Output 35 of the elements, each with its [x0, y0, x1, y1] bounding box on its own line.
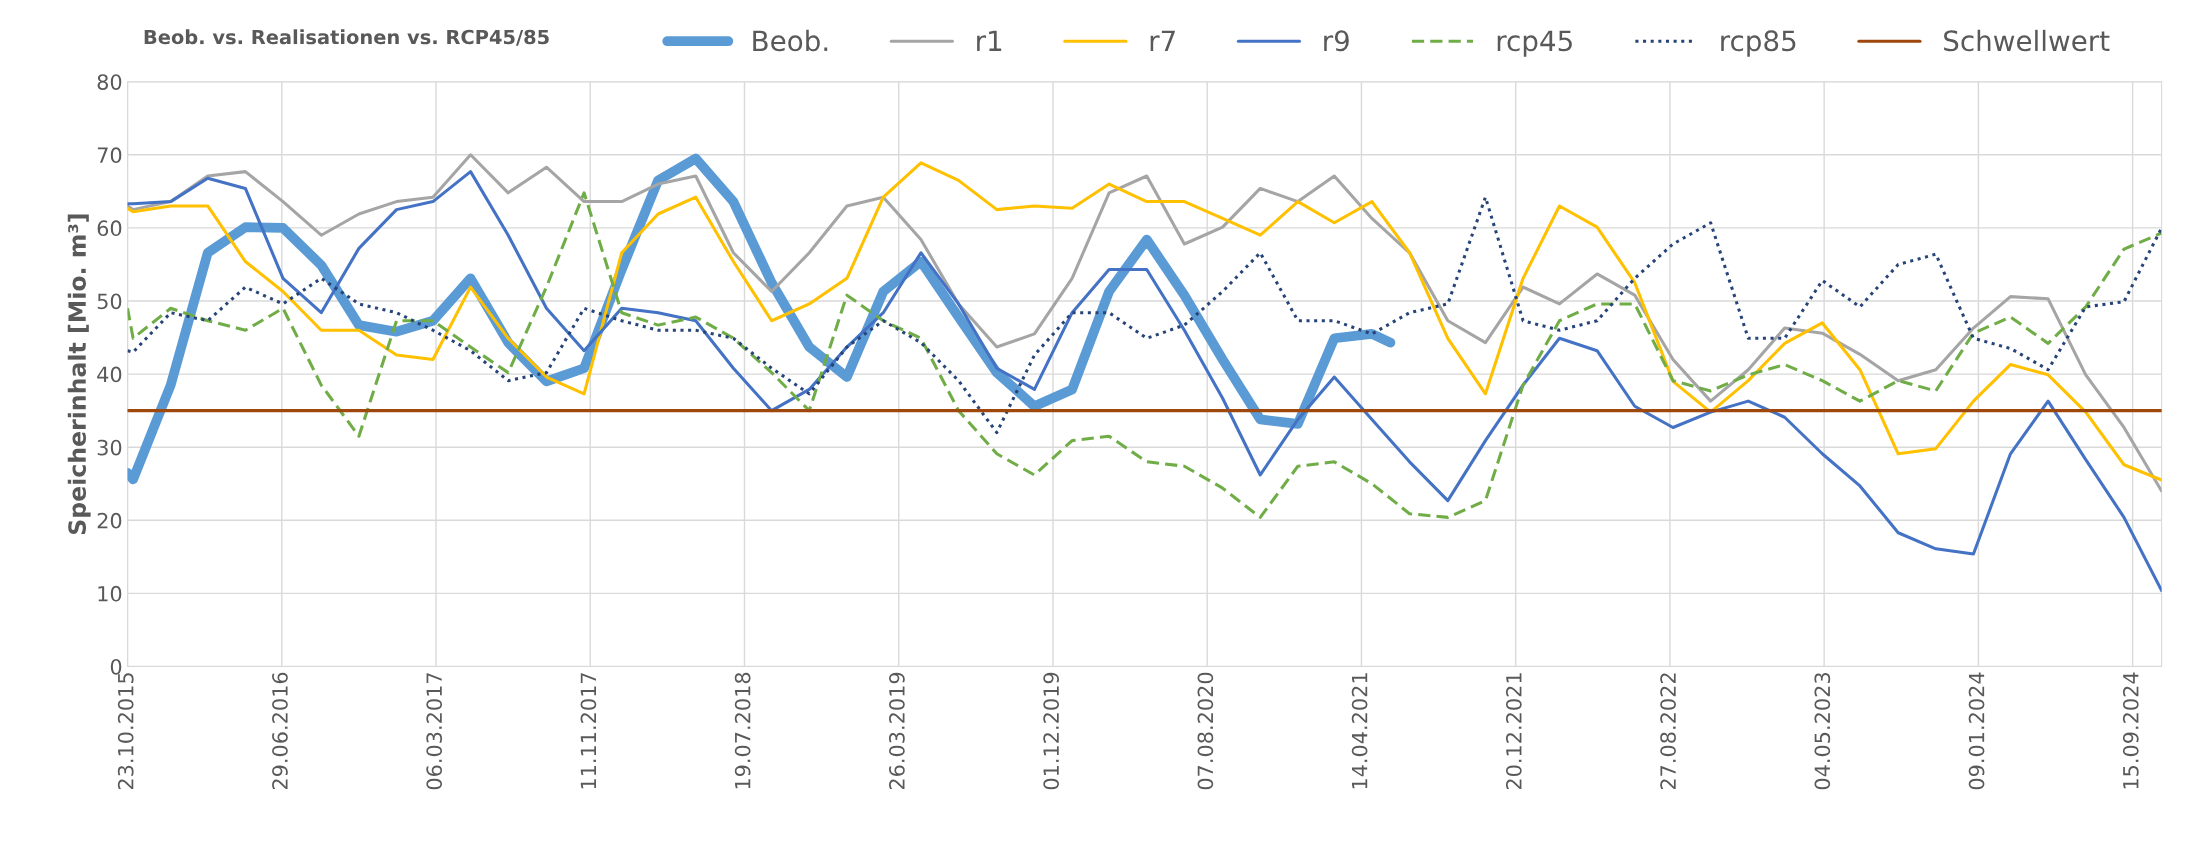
x-tick-label: 09.01.2024	[1968, 672, 1985, 790]
x-tick-label: 11.11.2017	[580, 673, 597, 789]
x-tick-label: 15.09.2024	[2122, 672, 2139, 789]
y-tick-label: 60	[97, 220, 122, 237]
y-axis-title: Speicherinhalt [Mio. m³]	[67, 214, 91, 535]
x-tick-label: 29.06.2016	[272, 672, 288, 790]
y-tick-label: 30	[97, 439, 122, 456]
y-tick-label: 50	[97, 293, 122, 310]
line-series	[127, 195, 2162, 435]
line-series	[127, 170, 2162, 593]
y-tick-label: 10	[98, 585, 122, 602]
y-tick-label: 20	[97, 512, 122, 529]
x-tick-label: 04.05.2023	[1814, 673, 1831, 790]
x-tick-label: 01.12.2019	[1043, 672, 1060, 790]
legend-label: Schwellwert	[1944, 29, 2110, 52]
y-tick-label: 40	[97, 366, 122, 383]
y-tick-label: 70	[97, 147, 122, 164]
x-tick-label: 27.08.2022	[1660, 673, 1676, 790]
legend-label: rcp45	[1497, 30, 1572, 57]
x-tick-label: 26.03.2019	[889, 672, 905, 790]
y-tick-label: 80	[97, 74, 122, 90]
y-tick-label: 0	[110, 658, 122, 675]
legend-label: r1	[977, 30, 1002, 51]
x-tick-label: 06.03.2017	[426, 673, 443, 790]
legend-label: r7	[1150, 30, 1175, 51]
legend-label: Beob.	[753, 29, 828, 52]
x-tick-label: 23.10.2015	[117, 673, 134, 790]
legend-label: r9	[1324, 30, 1349, 52]
chart-title: Beob. vs. Realisationen vs. RCP45/85	[144, 29, 549, 46]
x-tick-label: 07.08.2020	[1197, 672, 1214, 790]
x-tick-label: 20.12.2021	[1505, 673, 1522, 790]
x-tick-label: 19.07.2018	[734, 672, 751, 789]
line-series	[127, 191, 2162, 519]
x-tick-label: 14.04.2021	[1351, 673, 1368, 789]
legend-label: rcp85	[1721, 30, 1796, 57]
